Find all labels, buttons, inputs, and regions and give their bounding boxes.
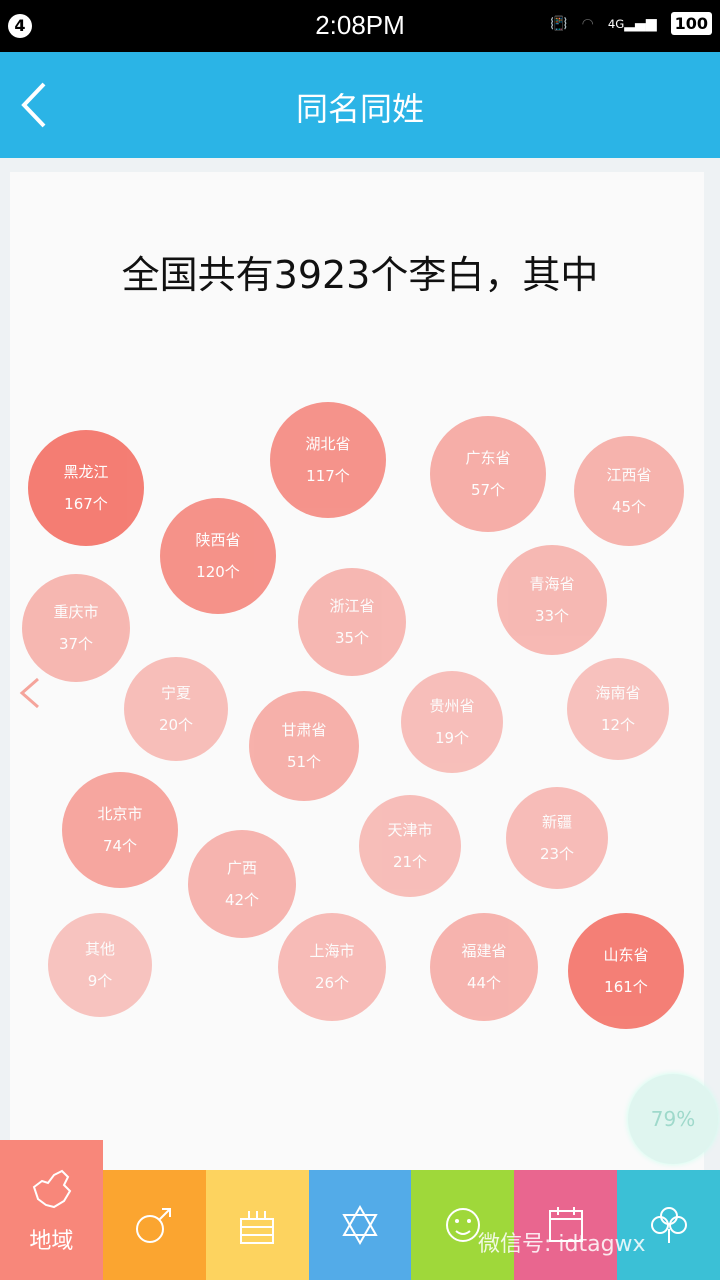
- page-title: 同名同姓: [295, 90, 424, 128]
- region-count: 12个: [600, 716, 636, 734]
- region-name: 青海省: [529, 575, 575, 593]
- region-name: 重庆市: [53, 603, 99, 621]
- region-count: 26个: [314, 974, 350, 992]
- region-name: 宁夏: [160, 684, 191, 702]
- region-count: 117个: [306, 467, 350, 485]
- region-name: 陕西省: [195, 531, 241, 549]
- region-name: 天津市: [387, 821, 433, 839]
- region-bubble[interactable]: 新疆 23个: [506, 787, 608, 889]
- region-bubble[interactable]: 江西省 45个: [574, 436, 684, 546]
- tab-luck[interactable]: [617, 1170, 720, 1280]
- tab-constellation[interactable]: [308, 1170, 412, 1280]
- region-name: 海南省: [595, 684, 641, 702]
- region-count: 9个: [87, 972, 113, 990]
- region-name: 福建省: [461, 942, 507, 960]
- region-bubble[interactable]: 浙江省 35个: [298, 568, 406, 676]
- region-name: 北京市: [97, 805, 143, 823]
- watermark: 微信号: idtagwx: [478, 1232, 646, 1257]
- region-name: 浙江省: [329, 597, 375, 615]
- chevron-left-icon[interactable]: [16, 676, 46, 710]
- region-bubble[interactable]: 宁夏 20个: [124, 657, 228, 761]
- region-bubble[interactable]: 北京市 74个: [62, 772, 178, 888]
- male-symbol-icon: [136, 1208, 172, 1243]
- region-name: 新疆: [541, 813, 572, 831]
- tab-zodiac[interactable]: [411, 1170, 515, 1280]
- progress-indicator: 79%: [628, 1074, 718, 1164]
- clover-icon: [650, 1207, 687, 1243]
- region-bubble[interactable]: 天津市 21个: [359, 795, 461, 897]
- vibrate-icon: 📳: [550, 15, 568, 32]
- region-count: 37个: [58, 635, 94, 653]
- region-count: 20个: [158, 716, 194, 734]
- region-name: 湖北省: [305, 435, 351, 453]
- region-count: 120个: [196, 563, 240, 581]
- signal-icon: 4G▂▄▆: [607, 15, 657, 32]
- monkey-zodiac-icon: [445, 1208, 480, 1242]
- region-bubble[interactable]: 贵州省 19个: [401, 671, 503, 773]
- tab-region[interactable]: 地域: [0, 1140, 103, 1280]
- region-name: 山东省: [603, 946, 649, 964]
- region-count: 21个: [392, 853, 428, 871]
- region-bubble[interactable]: 其他 9个: [48, 913, 152, 1017]
- region-bubble[interactable]: 陕西省 120个: [160, 498, 276, 614]
- region-name: 江西省: [606, 466, 652, 484]
- region-bubble[interactable]: 广东省 57个: [430, 416, 546, 532]
- tab-label: 地域: [29, 1229, 74, 1254]
- region-count: 45个: [611, 498, 647, 516]
- battery-icon: 100: [670, 12, 712, 35]
- star-of-david-icon: [342, 1204, 378, 1246]
- region-name: 甘肃省: [281, 721, 327, 739]
- wifi-icon: ◠: [581, 15, 594, 32]
- region-bubble[interactable]: 湖北省 117个: [270, 402, 386, 518]
- calendar-icon: [548, 1207, 583, 1242]
- region-name: 其他: [84, 940, 115, 958]
- region-bubble[interactable]: 广西 42个: [188, 830, 296, 938]
- region-bubble[interactable]: 青海省 33个: [497, 545, 607, 655]
- birthday-cake-icon: [240, 1211, 275, 1244]
- region-count: 167个: [64, 495, 108, 513]
- region-name: 广东省: [465, 449, 511, 467]
- clock: 2:08PM: [315, 10, 405, 40]
- region-bubble[interactable]: 甘肃省 51个: [249, 691, 359, 801]
- region-count: 42个: [224, 891, 260, 909]
- region-count: 44个: [466, 974, 502, 992]
- region-count: 74个: [102, 837, 138, 855]
- region-count: 161个: [604, 978, 648, 996]
- region-name: 黑龙江: [63, 463, 109, 481]
- region-bubble[interactable]: 福建省 44个: [430, 913, 538, 1021]
- region-name: 上海市: [309, 942, 355, 960]
- region-bubble[interactable]: 上海市 26个: [278, 913, 386, 1021]
- region-count: 23个: [539, 845, 575, 863]
- tab-gender[interactable]: [102, 1170, 206, 1280]
- headline: 全国共有3923个李白，其中: [121, 253, 599, 297]
- region-bubble[interactable]: 海南省 12个: [567, 658, 669, 760]
- region-bubble[interactable]: 山东省 161个: [568, 913, 684, 1029]
- region-bubble[interactable]: 黑龙江 167个: [28, 430, 144, 546]
- header: 同名同姓: [0, 52, 720, 158]
- region-count: 57个: [470, 481, 506, 499]
- region-name: 贵州省: [429, 697, 475, 715]
- bottom-tab-bar: 地域: [0, 1140, 720, 1280]
- notification-badge: 4: [8, 14, 32, 38]
- region-name: 广西: [226, 859, 257, 877]
- tab-date[interactable]: [514, 1170, 618, 1280]
- region-count: 33个: [534, 607, 570, 625]
- status-bar: 4 2:08PM 📳 ◠ 4G▂▄▆ 100: [0, 0, 720, 52]
- region-bubble[interactable]: 重庆市 37个: [22, 574, 130, 682]
- region-count: 35个: [334, 629, 370, 647]
- china-map-icon: [33, 1169, 72, 1209]
- chevron-left-icon[interactable]: [18, 80, 58, 130]
- region-count: 19个: [434, 729, 470, 747]
- region-count: 51个: [286, 753, 322, 771]
- tab-birthday[interactable]: [205, 1170, 309, 1280]
